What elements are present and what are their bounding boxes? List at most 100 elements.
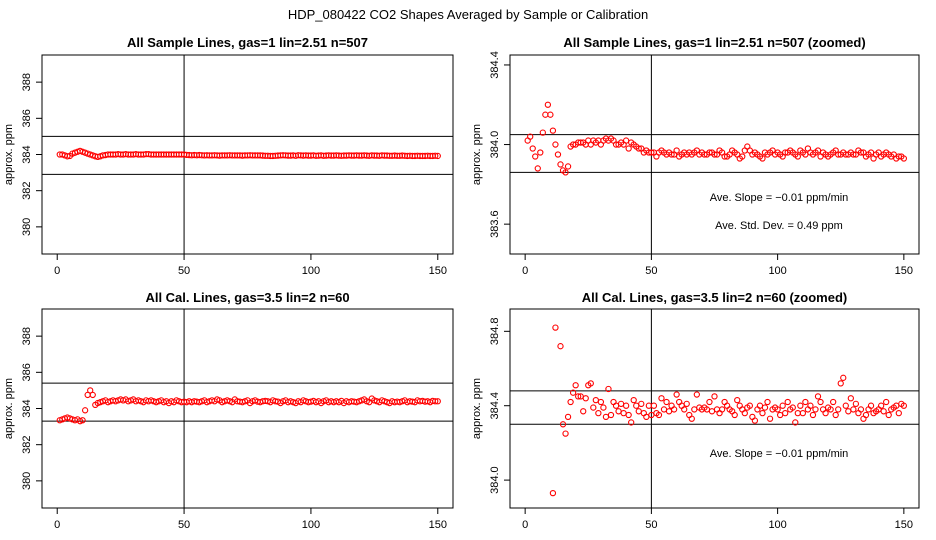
data-point <box>605 385 612 393</box>
data-point <box>597 398 605 406</box>
y-axis-label: approx. ppm <box>471 124 483 185</box>
data-point <box>612 141 620 148</box>
data-point <box>582 395 589 402</box>
data-point <box>817 398 824 406</box>
data-point <box>569 141 577 148</box>
data-point <box>751 417 759 424</box>
chart-title: All Sample Lines, gas=1 lin=2.51 n=507 (… <box>563 35 865 50</box>
data-point <box>612 402 620 409</box>
y-tick-label: 380 <box>21 472 33 490</box>
stat-annotation: Ave. Std. Dev. = 0.49 ppm <box>715 220 843 232</box>
data-point <box>622 137 630 144</box>
data-point <box>539 129 546 136</box>
data-point <box>681 406 688 413</box>
data-point <box>580 408 587 415</box>
chart-panel-4: All Cal. Lines, gas=3.5 lin=2 n=60 (zoom… <box>471 290 920 531</box>
data-point <box>673 391 680 398</box>
data-point <box>552 324 559 331</box>
data-point <box>802 151 809 158</box>
data-point <box>630 396 637 404</box>
data-point <box>776 411 784 419</box>
data-point <box>865 406 872 413</box>
data-point <box>645 402 653 409</box>
data-point <box>640 409 647 417</box>
data-point <box>723 402 731 409</box>
data-point <box>814 393 822 400</box>
data-point <box>830 398 837 406</box>
y-tick-label: 382 <box>21 436 33 454</box>
data-point <box>665 408 673 415</box>
data-points <box>56 387 441 425</box>
data-point <box>835 406 842 413</box>
data-point <box>734 396 741 404</box>
data-point <box>569 389 577 396</box>
data-point <box>716 409 723 417</box>
data-point <box>633 402 640 409</box>
y-tick-label: 380 <box>21 218 33 236</box>
chart-title: All Sample Lines, gas=1 lin=2.51 n=507 <box>127 35 368 50</box>
data-point <box>850 406 857 413</box>
data-point <box>840 374 847 381</box>
data-point <box>562 169 569 176</box>
data-point <box>764 398 771 406</box>
data-point <box>860 415 867 422</box>
data-point <box>867 402 875 409</box>
data-point <box>759 409 766 417</box>
chart-title: All Cal. Lines, gas=3.5 lin=2 n=60 <box>145 290 349 305</box>
data-point <box>900 155 908 162</box>
data-point <box>736 402 743 409</box>
y-tick-label: 386 <box>21 109 33 127</box>
data-point <box>559 421 567 428</box>
data-point <box>527 133 534 140</box>
data-point <box>610 398 617 406</box>
plot-frame <box>509 54 920 255</box>
data-point <box>782 409 789 417</box>
data-point <box>544 101 552 108</box>
data-point <box>595 409 602 417</box>
data-point <box>812 406 819 413</box>
data-point <box>880 408 887 415</box>
data-point <box>789 404 796 411</box>
data-point <box>721 153 728 160</box>
chart-panel-2: All Sample Lines, gas=1 lin=2.51 n=507 (… <box>471 35 920 277</box>
data-point <box>564 163 572 170</box>
data-point <box>590 404 597 411</box>
data-point <box>855 409 862 417</box>
data-point <box>617 400 625 408</box>
chart-panel-3: All Cal. Lines, gas=3.5 lin=2 n=60 0 50 100… <box>3 290 454 531</box>
data-point <box>575 393 582 400</box>
data-point <box>867 149 875 156</box>
data-point <box>713 406 721 413</box>
y-tick-label: 384.0 <box>489 466 501 494</box>
x-tick-label: 100 <box>302 265 320 277</box>
data-point <box>658 395 665 402</box>
data-point <box>701 151 708 158</box>
data-point <box>434 152 441 160</box>
data-point <box>877 402 885 409</box>
data-point <box>542 111 549 118</box>
data-point <box>532 153 539 160</box>
data-point <box>845 408 852 415</box>
data-point <box>708 408 716 415</box>
data-point <box>607 411 615 419</box>
data-point <box>784 398 791 406</box>
data-point <box>648 149 655 156</box>
data-point <box>673 147 680 154</box>
data-point <box>686 411 693 419</box>
y-tick-label: 388 <box>21 73 33 91</box>
y-axis-label: approx. ppm <box>471 378 483 439</box>
data-point <box>638 400 645 408</box>
data-point <box>754 406 761 413</box>
data-point <box>797 402 804 409</box>
x-tick-label: 100 <box>302 519 320 531</box>
data-point <box>822 409 829 417</box>
data-point <box>792 419 799 426</box>
data-point <box>676 398 683 406</box>
data-point <box>89 391 96 399</box>
data-point <box>814 147 822 154</box>
data-point <box>554 151 562 158</box>
x-tick-label: 0 <box>522 519 528 531</box>
data-point <box>668 151 675 158</box>
data-point <box>564 413 572 421</box>
data-point <box>819 406 827 413</box>
